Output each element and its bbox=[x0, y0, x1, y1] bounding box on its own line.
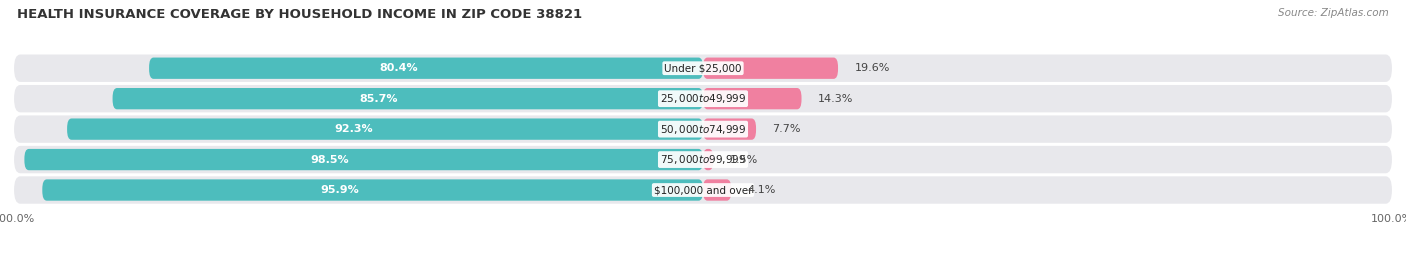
Text: 85.7%: 85.7% bbox=[359, 94, 398, 104]
FancyBboxPatch shape bbox=[67, 118, 703, 140]
Text: 80.4%: 80.4% bbox=[380, 63, 418, 73]
FancyBboxPatch shape bbox=[24, 149, 703, 170]
FancyBboxPatch shape bbox=[14, 176, 1392, 204]
FancyBboxPatch shape bbox=[14, 55, 1392, 82]
Text: 98.5%: 98.5% bbox=[311, 155, 349, 165]
Text: 4.1%: 4.1% bbox=[748, 185, 776, 195]
Text: 92.3%: 92.3% bbox=[335, 124, 373, 134]
Text: Under $25,000: Under $25,000 bbox=[664, 63, 742, 73]
FancyBboxPatch shape bbox=[14, 115, 1392, 143]
Text: $75,000 to $99,999: $75,000 to $99,999 bbox=[659, 153, 747, 166]
Text: 7.7%: 7.7% bbox=[772, 124, 801, 134]
FancyBboxPatch shape bbox=[703, 179, 731, 201]
Text: 1.5%: 1.5% bbox=[730, 155, 758, 165]
FancyBboxPatch shape bbox=[14, 146, 1392, 173]
FancyBboxPatch shape bbox=[42, 179, 703, 201]
Text: HEALTH INSURANCE COVERAGE BY HOUSEHOLD INCOME IN ZIP CODE 38821: HEALTH INSURANCE COVERAGE BY HOUSEHOLD I… bbox=[17, 8, 582, 21]
Text: Source: ZipAtlas.com: Source: ZipAtlas.com bbox=[1278, 8, 1389, 18]
Text: 14.3%: 14.3% bbox=[818, 94, 853, 104]
FancyBboxPatch shape bbox=[14, 85, 1392, 112]
Text: $100,000 and over: $100,000 and over bbox=[654, 185, 752, 195]
FancyBboxPatch shape bbox=[703, 118, 756, 140]
FancyBboxPatch shape bbox=[149, 58, 703, 79]
Text: 95.9%: 95.9% bbox=[321, 185, 359, 195]
FancyBboxPatch shape bbox=[703, 149, 713, 170]
Text: $25,000 to $49,999: $25,000 to $49,999 bbox=[659, 92, 747, 105]
Text: 19.6%: 19.6% bbox=[855, 63, 890, 73]
FancyBboxPatch shape bbox=[703, 58, 838, 79]
Text: $50,000 to $74,999: $50,000 to $74,999 bbox=[659, 123, 747, 136]
FancyBboxPatch shape bbox=[112, 88, 703, 109]
FancyBboxPatch shape bbox=[703, 88, 801, 109]
